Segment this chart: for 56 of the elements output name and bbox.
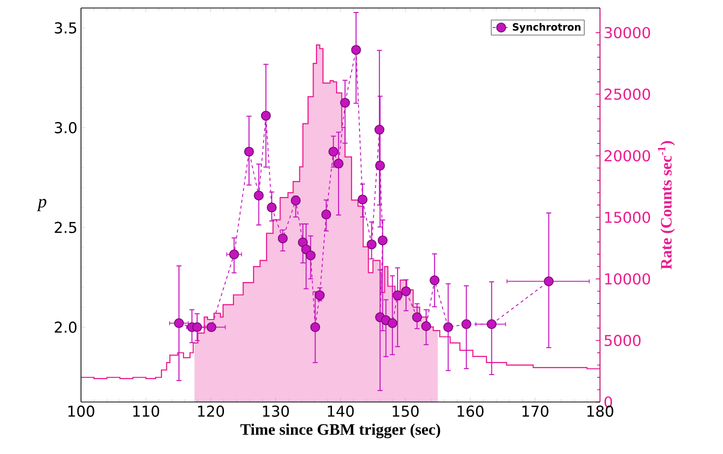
point <box>544 276 554 286</box>
point <box>461 319 472 330</box>
y2-tick-label: 30000 <box>604 26 650 38</box>
point <box>421 321 432 332</box>
x-tick-label: 180 <box>587 406 614 417</box>
point <box>266 202 277 212</box>
point <box>278 233 288 244</box>
point <box>358 194 368 204</box>
y2-axis-title: Rate (Counts sec$^{-1}$) <box>658 141 675 270</box>
point <box>206 322 216 332</box>
point <box>387 318 398 328</box>
x-tick-label: 140 <box>328 406 354 417</box>
point <box>306 250 316 260</box>
point <box>392 290 403 300</box>
point <box>374 124 384 135</box>
point <box>254 190 264 200</box>
x-tick-label: 110 <box>133 406 160 417</box>
point <box>260 110 271 121</box>
x-axis-title: Time since GBM trigger (sec) <box>240 424 440 438</box>
point <box>192 322 202 332</box>
point <box>174 318 184 328</box>
y2-tick-label: 20000 <box>604 150 650 162</box>
x-tick-label: 160 <box>458 406 484 417</box>
point <box>328 146 338 157</box>
point <box>229 249 240 260</box>
point <box>290 196 301 206</box>
y-tick-label: 2.0 <box>54 322 76 333</box>
point <box>366 239 377 250</box>
point <box>375 160 386 171</box>
y-tick-label: 3.0 <box>54 122 76 134</box>
point <box>486 319 497 330</box>
y2-tick-label: 15000 <box>605 212 650 223</box>
point <box>401 286 411 296</box>
point <box>340 98 350 108</box>
point <box>412 312 422 322</box>
y2-tick-label: 10000 <box>605 273 650 285</box>
point <box>443 322 454 332</box>
x-tick-label: 170 <box>522 406 548 417</box>
point <box>244 146 254 157</box>
y-tick-label: 3.5 <box>54 22 76 34</box>
point <box>430 275 440 286</box>
point <box>310 322 320 332</box>
x-tick-label: 100 <box>68 406 94 417</box>
point <box>351 44 361 55</box>
x-tick-label: 150 <box>392 406 419 417</box>
point <box>334 158 344 169</box>
y2-tick-label: 25000 <box>604 88 650 100</box>
y-tick-label: 2.5 <box>54 222 76 234</box>
x-tick-label: 130 <box>263 406 289 417</box>
point <box>314 290 325 300</box>
point <box>321 210 332 220</box>
x-tick-label: 120 <box>198 406 224 417</box>
legend-label: Synchrotron <box>512 22 580 33</box>
point <box>378 235 388 246</box>
y-axis-title: p <box>36 198 46 212</box>
y2-tick-label: 5000 <box>604 334 641 346</box>
